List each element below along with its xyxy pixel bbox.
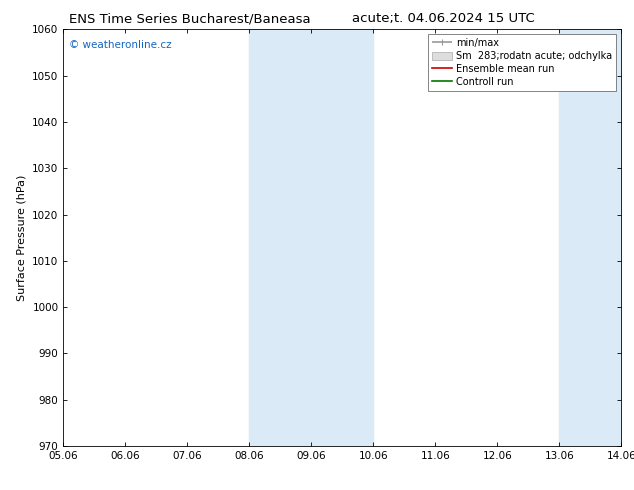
Legend: min/max, Sm  283;rodatn acute; odchylka, Ensemble mean run, Controll run: min/max, Sm 283;rodatn acute; odchylka, …: [428, 34, 616, 91]
Bar: [249, 29, 373, 446]
Y-axis label: Surface Pressure (hPa): Surface Pressure (hPa): [16, 174, 27, 301]
Text: ENS Time Series Bucharest/Baneasa: ENS Time Series Bucharest/Baneasa: [69, 12, 311, 25]
Text: acute;t. 04.06.2024 15 UTC: acute;t. 04.06.2024 15 UTC: [353, 12, 535, 25]
Text: © weatheronline.cz: © weatheronline.cz: [69, 40, 172, 50]
Bar: [559, 29, 621, 446]
